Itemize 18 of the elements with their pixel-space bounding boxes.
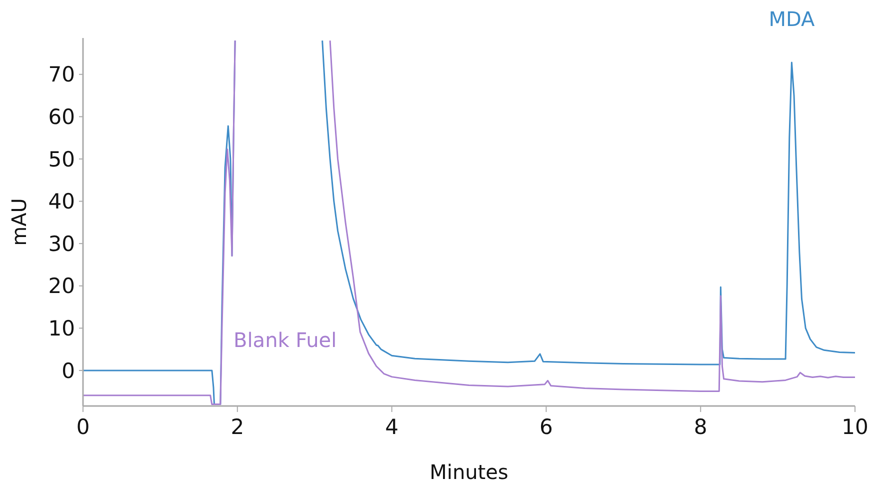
y-tick-label: 40	[48, 190, 75, 214]
y-tick-label: 20	[48, 274, 75, 298]
y-axis-title: mAU	[7, 198, 31, 246]
x-tick-label: 0	[76, 415, 90, 439]
series-label: MDA	[768, 7, 815, 31]
x-axis-title: Minutes	[430, 460, 508, 484]
y-tick-label: 10	[48, 316, 75, 341]
x-tick-label: 2	[230, 415, 244, 439]
x-tick-label: 8	[694, 415, 708, 439]
series-label: Blank Fuel	[234, 328, 337, 352]
x-tick-label: 4	[385, 415, 398, 439]
y-tick-label: 50	[48, 147, 75, 172]
y-tick-label: 70	[48, 62, 75, 87]
y-tick-label: 0	[62, 358, 75, 383]
x-tick-label: 10	[842, 415, 868, 439]
x-tick-label: 6	[540, 415, 553, 439]
y-tick-label: 60	[48, 105, 75, 130]
y-tick-label: 30	[48, 232, 75, 256]
